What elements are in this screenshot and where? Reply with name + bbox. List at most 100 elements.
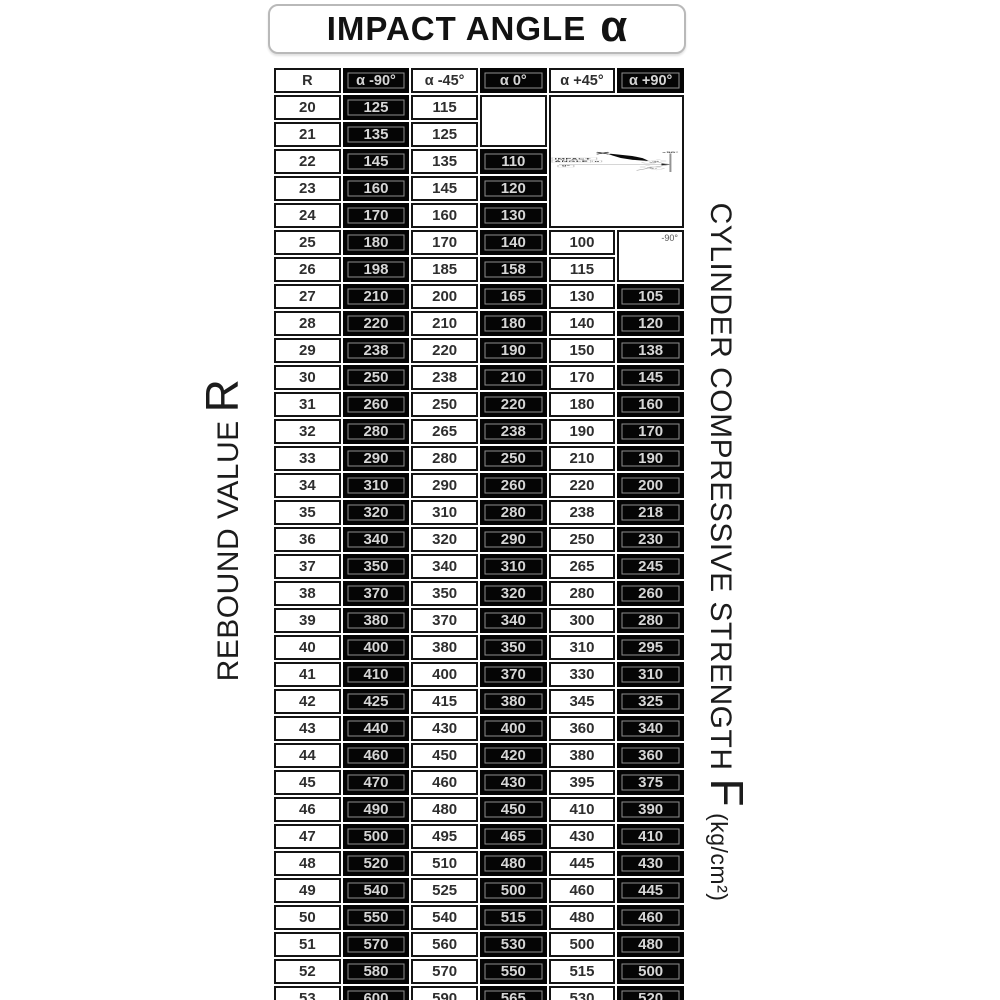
table-row: 23 160 145 120 <box>274 176 684 201</box>
table-cell: 280 <box>342 419 410 444</box>
row-header: 35 <box>274 500 341 525</box>
table-row: 29 238 220 190 150 138 <box>274 338 684 363</box>
table-cell: 465 <box>479 824 547 849</box>
table-cell: 495 <box>411 824 478 849</box>
row-header: 48 <box>274 851 341 876</box>
row-header: 50 <box>274 905 341 930</box>
table-row: 22 145 135 110 <box>274 149 684 174</box>
table-cell: 260 <box>617 581 684 606</box>
table-cell: 520 <box>617 986 684 1000</box>
table-cell: 380 <box>342 608 410 633</box>
table-cell: 445 <box>548 851 616 876</box>
impact-angle-caption: IMPACT ANGLE α <box>551 157 602 163</box>
table-cell: 125 <box>342 95 410 120</box>
table-row: 34 310 290 260 220 200 <box>274 473 684 498</box>
table-cell: 430 <box>411 716 478 741</box>
table-row: 20 125 115 +90° 0° +45° -45° IMPACT <box>274 95 684 228</box>
row-header: 42 <box>274 689 341 714</box>
table-row: 47 500 495 465 430 410 <box>274 824 684 849</box>
table-cell: 395 <box>548 770 616 795</box>
table-cell: 560 <box>411 932 478 957</box>
table-cell: 120 <box>617 311 684 336</box>
row-header: 53 <box>274 986 341 1000</box>
plus90-label: +90° <box>661 152 679 153</box>
table-cell: 115 <box>411 95 478 120</box>
table-cell: 145 <box>617 365 684 390</box>
table-row: 52 580 570 550 515 500 <box>274 959 684 984</box>
table-cell: 440 <box>342 716 410 741</box>
row-header: 30 <box>274 365 341 390</box>
strength-symbol: F <box>701 778 753 808</box>
column-header: R <box>274 68 341 93</box>
table-cell: 370 <box>411 608 478 633</box>
strength-unit: (kg/cm²) <box>706 813 732 902</box>
table-cell: 450 <box>411 743 478 768</box>
table-row: 30 250 238 210 170 145 <box>274 365 684 390</box>
table-row: 33 290 280 250 210 190 <box>274 446 684 471</box>
table-cell: 250 <box>342 365 410 390</box>
table-cell: 110 <box>479 149 547 174</box>
table-cell: 160 <box>411 203 478 228</box>
table-cell: 500 <box>617 959 684 984</box>
table-cell: 320 <box>342 500 410 525</box>
left-axis-label: REBOUND VALUE R <box>195 180 249 880</box>
page-title: IMPACT ANGLE <box>326 10 587 47</box>
table-cell: 238 <box>342 338 410 363</box>
table-cell: 515 <box>548 959 616 984</box>
row-header: 47 <box>274 824 341 849</box>
table-cell: 340 <box>617 716 684 741</box>
table-cell: 230 <box>617 527 684 552</box>
table-cell: 565 <box>479 986 547 1000</box>
table-cell: 140 <box>479 230 547 255</box>
table-cell: 265 <box>548 554 616 579</box>
table-row: 21 135 125 <box>274 122 684 147</box>
column-header: α 0° <box>479 68 547 93</box>
table-cell: 280 <box>548 581 616 606</box>
table-cell: 375 <box>617 770 684 795</box>
table-cell: 550 <box>342 905 410 930</box>
row-header: 33 <box>274 446 341 471</box>
table-cell: 345 <box>548 689 616 714</box>
table-cell: 400 <box>411 662 478 687</box>
alpha-small: α <box>594 161 600 162</box>
table-row: 46 490 480 450 410 390 <box>274 797 684 822</box>
table-cell: 550 <box>479 959 547 984</box>
right-axis-label: CYLINDER COMPRESSIVE STRENGTH F (kg/cm²) <box>700 152 754 952</box>
table-cell: 180 <box>342 230 410 255</box>
hammer-icon <box>595 151 648 161</box>
impact-angle-diagram: +90° 0° +45° -45° IMPACT ANGLE α <box>551 151 679 172</box>
row-header: 39 <box>274 608 341 633</box>
convergence-arrow <box>661 163 670 166</box>
table-cell: 200 <box>617 473 684 498</box>
table-cell: 445 <box>617 878 684 903</box>
table-cell: 350 <box>342 554 410 579</box>
table-cell: 340 <box>479 608 547 633</box>
table-cell: 430 <box>479 770 547 795</box>
table-cell: 360 <box>617 743 684 768</box>
zero-label-box <box>557 165 574 168</box>
table-row: 38 370 350 320 280 260 <box>274 581 684 606</box>
row-header: 24 <box>274 203 341 228</box>
row-header: 44 <box>274 743 341 768</box>
plus45-label: +45° <box>647 161 663 164</box>
table-cell: 590 <box>411 986 478 1000</box>
table-cell: 185 <box>411 257 478 282</box>
column-header: α +90° <box>617 68 684 93</box>
row-header: 21 <box>274 122 341 147</box>
table-cell: 158 <box>479 257 547 282</box>
table-cell: 350 <box>411 581 478 606</box>
row-header: 52 <box>274 959 341 984</box>
table-cell: 210 <box>479 365 547 390</box>
table-cell: 480 <box>548 905 616 930</box>
table-cell: 510 <box>411 851 478 876</box>
table-cell: 410 <box>342 662 410 687</box>
table-cell: 145 <box>411 176 478 201</box>
table-cell: 210 <box>342 284 410 309</box>
table-row: 42 425 415 380 345 325 <box>274 689 684 714</box>
table-cell: 220 <box>342 311 410 336</box>
table-cell: 130 <box>548 284 616 309</box>
table-cell: 330 <box>548 662 616 687</box>
table-cell: 238 <box>479 419 547 444</box>
table-cell: 250 <box>411 392 478 417</box>
